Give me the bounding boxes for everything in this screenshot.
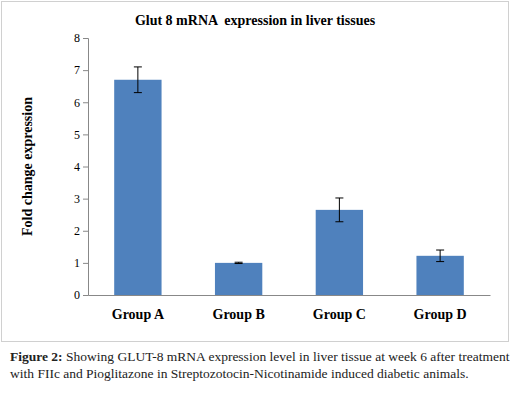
x-tick: Group B [212, 295, 264, 322]
y-tick-label: 7 [74, 63, 80, 77]
x-axis: Group A Group B Group C Group D [89, 295, 491, 322]
y-tick-label: 4 [74, 160, 80, 174]
error-bar-line [440, 250, 441, 262]
error-bar-line [436, 261, 444, 262]
y-tick-label: 8 [74, 31, 80, 45]
error-bar-line [339, 198, 340, 222]
y-tick-label: 1 [74, 256, 80, 270]
x-tick: Group D [414, 295, 467, 322]
error-bar-line [134, 92, 142, 93]
x-tick-label: Group C [313, 307, 366, 322]
y-tick: 2 [74, 224, 88, 238]
error-bar-line [335, 197, 343, 198]
chart-frame [2, 2, 509, 342]
y-tick-mark [83, 199, 88, 200]
y-tick-mark [83, 167, 88, 168]
y-tick: 4 [74, 160, 88, 174]
y-tick-mark [83, 70, 88, 71]
y-tick-label: 6 [74, 96, 80, 110]
error-bar-line [137, 67, 138, 93]
error-bar [235, 262, 243, 263]
error-bar-line [235, 262, 243, 263]
error-bar-line [134, 66, 142, 67]
caption-label: Figure 2: [10, 349, 63, 364]
plot-area [114, 67, 464, 295]
bar [215, 263, 262, 295]
error-bar [436, 250, 444, 262]
y-tick-mark [83, 38, 88, 39]
error-bar [134, 67, 142, 93]
y-tick-mark [83, 134, 88, 135]
error-bar-line [436, 250, 444, 251]
y-tick-mark [83, 102, 88, 103]
x-tick: Group A [112, 295, 165, 322]
bar [114, 80, 161, 295]
x-tick: Group C [313, 295, 366, 322]
error-bar-line [335, 221, 343, 222]
error-bar [335, 198, 343, 222]
bar [416, 256, 463, 295]
caption-space [63, 349, 66, 364]
y-tick-label: 3 [74, 192, 80, 206]
y-axis-line [83, 39, 89, 296]
title: Glut 8 mRNA expression in liver tissues [135, 13, 376, 28]
error-bar-line [235, 263, 243, 264]
x-tick-label: Group B [212, 307, 264, 322]
y-tick: 7 [74, 63, 88, 77]
y-tick: 1 [74, 256, 88, 270]
y-tick-mark [83, 231, 88, 232]
y-axis: 0 1 2 3 4 5 6 7 8 [74, 31, 89, 302]
y-tick-label: 2 [74, 224, 80, 238]
x-tick-label: Group D [414, 307, 467, 322]
y-tick: 3 [74, 192, 88, 206]
caption-text: Showing GLUT-8 mRNA expression level in … [10, 349, 509, 381]
y-tick-mark [83, 263, 88, 264]
y-tick-label: 5 [74, 128, 80, 142]
x-tick-label: Group A [112, 307, 165, 322]
y-axis-title: Fold change expression [20, 97, 35, 236]
y-tick: 6 [74, 96, 88, 110]
y-tick: 8 [74, 31, 88, 45]
bar [316, 210, 363, 295]
x-axis-line [89, 295, 491, 296]
y-tick-label: 0 [74, 288, 80, 302]
y-tick: 0 [74, 288, 88, 302]
y-tick: 5 [74, 128, 88, 142]
y-tick-mark [83, 295, 88, 296]
caption: Figure 2: Showing GLUT-8 mRNA expression… [10, 348, 510, 382]
